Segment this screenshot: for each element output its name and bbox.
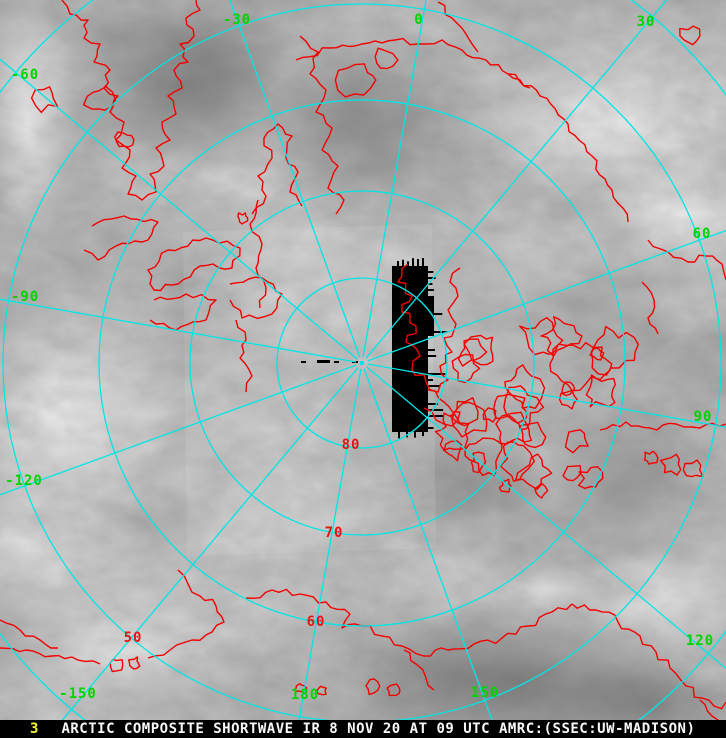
arctic-composite-map: -60 -30 0 30 60 90 120 150 180 -150 -120 -90 80 70 60 5… [0,0,726,720]
longitude-label: -30 [222,12,252,28]
longitude-label: 180 [290,687,320,703]
longitude-label: 60 [692,226,712,242]
latlon-graticule [0,0,726,720]
longitude-label: 120 [685,633,715,649]
longitude-label: 90 [693,409,713,425]
status-bar: 3 ARCTIC COMPOSITE SHORTWAVE IR 8 NOV 20… [0,720,726,738]
latitude-label: 70 [324,525,344,541]
frame-number: 3 [30,721,40,737]
longitude-label: -60 [10,67,40,83]
latitude-label: 80 [341,437,361,453]
longitude-label: -150 [59,686,97,702]
status-bar-text: ARCTIC COMPOSITE SHORTWAVE IR 8 NOV 20 A… [61,721,696,737]
satellite-image-canvas [0,0,726,720]
latitude-label: 50 [123,630,143,646]
longitude-label: 150 [470,685,500,701]
satellite-cloud-imagery [0,0,726,720]
longitude-label: -120 [5,473,43,489]
longitude-label: 30 [636,14,656,30]
latitude-label: 60 [306,614,326,630]
coastline-overlay [0,0,726,720]
longitude-label: -90 [10,289,40,305]
longitude-label: 0 [414,12,424,28]
